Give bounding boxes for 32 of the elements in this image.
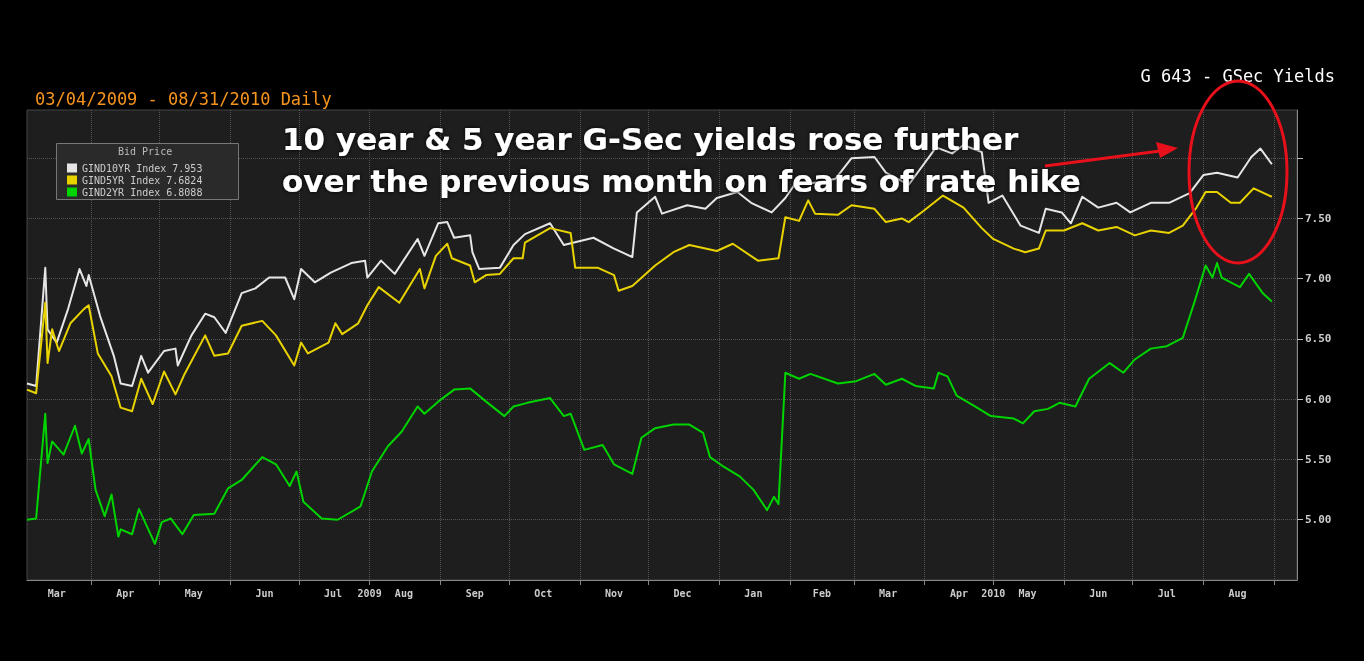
y-tick-label: 5.50 [1305,452,1332,466]
legend-label: GIND10YR Index 7.953 [82,162,203,174]
x-tick-label: May [1018,587,1037,599]
x-tick-label: Mar [879,587,898,599]
x-tick-label: Apr [116,587,135,599]
x-tick-label: Aug [1228,587,1247,599]
y-tick-label: 7.50 [1305,211,1332,225]
x-tick-label: Dec [673,587,692,599]
x-tick-label: Mar [47,587,66,599]
legend-title: Bid Price [118,145,173,157]
x-tick-label: 2010 [981,587,1006,599]
x-tick-label: Jul [1157,587,1176,599]
chart-subtitle: 03/04/2009 - 08/31/2010 Daily [35,88,332,109]
x-tick-label: Jun [255,587,274,599]
x-tick-label: Jan [744,587,763,599]
x-tick-label: 2009 [357,587,382,599]
x-tick-label: Nov [605,587,624,599]
x-tick-label: Jul [324,587,343,599]
line-series [26,262,1273,545]
legend-label: GIND2YR Index 6.8088 [82,186,203,198]
x-tick-label: Feb [812,587,831,599]
y-tick-label: 6.00 [1305,392,1332,406]
x-tick-label: May [184,587,203,599]
x-tick-label: Sep [465,587,484,599]
y-tick-label: 6.50 [1305,332,1332,346]
y-tick-label: 5.00 [1305,513,1332,527]
legend-label: GIND5YR Index 7.6824 [82,174,203,186]
x-tick-label: Aug [394,587,413,599]
y-tick-label: 7.00 [1305,272,1332,286]
x-tick-label: Jun [1089,587,1108,599]
x-tick-label: Oct [534,587,553,599]
x-tick-label: Apr [949,587,968,599]
